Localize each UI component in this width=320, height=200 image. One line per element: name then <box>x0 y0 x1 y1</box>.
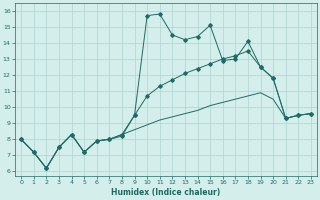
X-axis label: Humidex (Indice chaleur): Humidex (Indice chaleur) <box>111 188 221 197</box>
